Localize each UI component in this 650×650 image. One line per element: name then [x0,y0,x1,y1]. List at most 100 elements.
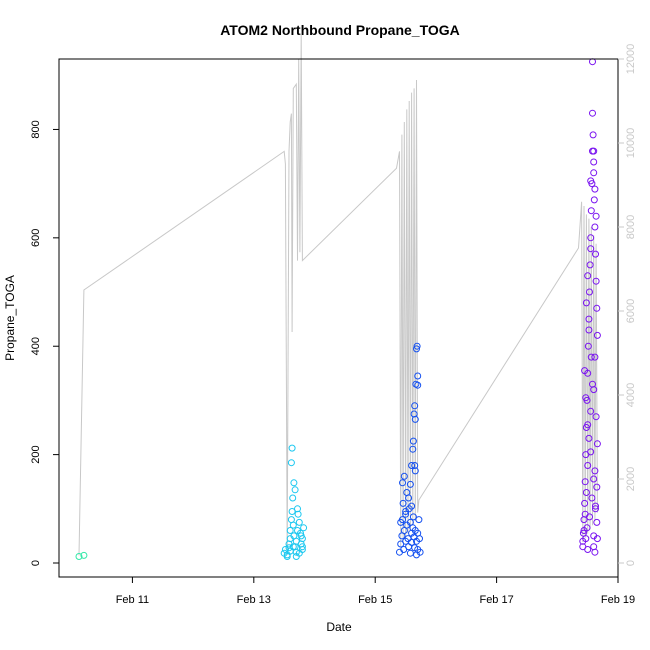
data-point [411,402,419,410]
data-point [592,502,599,510]
y-tick-label: 400 [30,337,42,355]
data-point [587,448,595,456]
data-point [587,245,595,253]
data-point [590,169,598,177]
data-point [402,510,410,518]
y-tick-label: 600 [30,229,42,247]
data-point [592,505,599,513]
data-point [289,494,297,502]
data-point [413,551,420,559]
data-point [295,549,303,557]
data-point [587,353,595,361]
plot-frame [58,58,619,578]
data-point [587,407,595,415]
data-point [582,489,590,496]
data-point [590,532,598,540]
y2-tick-label: 10000 [625,128,637,159]
data-point [581,499,589,507]
data-point [286,527,294,534]
data-point [584,272,592,280]
data-point [587,177,595,185]
data-point [592,212,600,220]
y-tick-label: 200 [30,445,42,463]
data-point [583,524,591,532]
data-point [411,415,419,423]
data-point [593,304,601,312]
series-4 [579,58,601,556]
data-point [590,196,598,204]
y2-tick-label: 2000 [625,467,637,491]
data-point [409,445,417,453]
data-point [406,480,414,488]
y2-tick-label: 12000 [625,44,637,75]
data-point [592,250,599,258]
data-point [414,381,422,389]
data-point [584,421,592,429]
data-point [287,459,295,467]
data-point [593,331,601,339]
data-point [295,518,303,526]
data-point [590,386,598,394]
data-point [581,367,589,375]
y2-tick-label: 8000 [625,215,637,239]
data-point [581,478,589,486]
data-point [402,508,410,515]
y2-tick-label: 6000 [625,299,637,323]
data-point [587,207,595,215]
y2-tick-label: 0 [625,560,637,566]
data-point [289,543,297,551]
data-point [399,479,406,487]
data-point [289,521,297,529]
data-point [399,499,407,507]
data-point [585,434,593,442]
x-tick-label: Feb 13 [237,594,271,606]
chart-title: ATOM2 Northbound Propane_TOGA [220,22,460,38]
data-point [75,553,83,560]
data-point [584,342,592,350]
data-point [584,462,592,469]
data-point [290,479,298,487]
data-point [415,516,423,524]
data-point [588,494,596,502]
y-tick-label: 800 [30,120,42,138]
data-point [294,505,301,513]
data-point [582,394,590,402]
data-point [400,472,408,480]
data-point [413,345,420,353]
data-point [589,131,597,139]
data-point [585,315,593,323]
data-point [406,549,414,557]
data-point [397,518,405,526]
y-tick-label: 0 [30,560,42,566]
data-point [591,185,599,193]
data-point [288,444,296,452]
data-point [408,502,416,510]
data-point [592,413,600,421]
data-point [591,353,599,361]
data-point [411,467,419,475]
data-point [586,261,594,269]
series-3 [396,342,424,559]
data-point [409,513,417,521]
data-point [582,535,590,543]
data-point [589,109,596,117]
data-point [411,462,419,469]
data-point [294,510,302,518]
data-point [80,551,88,559]
data-point [593,440,601,448]
altitude-line [78,33,598,556]
data-point [582,299,590,307]
x-axis-label: Date [326,620,352,634]
axes-layer: Feb 11 Feb 13 Feb 15 Feb 17 Feb 19 0 200 400 600… [30,44,637,606]
data-point [297,532,305,540]
data-point [592,277,600,285]
x-tick-label: Feb 11 [116,594,149,606]
data-point [413,342,421,350]
data-point [585,326,593,334]
data-point [400,546,408,553]
data-point [586,513,593,521]
data-point [590,147,598,155]
data-point [590,158,598,166]
